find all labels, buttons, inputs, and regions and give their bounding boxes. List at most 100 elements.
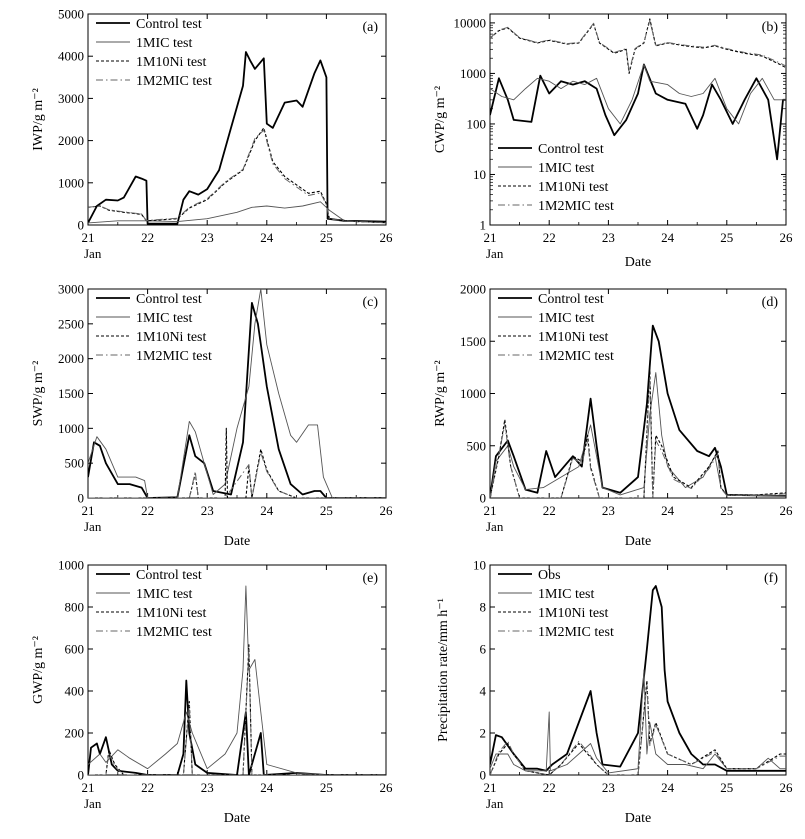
panel-label: (e) xyxy=(362,571,378,586)
y-tick-label: 0 xyxy=(480,491,487,506)
y-tick-label: 500 xyxy=(467,438,487,453)
y-axis-label: RWP/g m⁻² xyxy=(433,360,448,426)
legend-entry: 1M2MIC test xyxy=(538,349,614,364)
legend-entry: 1MIC test xyxy=(538,311,595,326)
x-tick-label: 22 xyxy=(543,230,556,245)
legend-entry: 1M10Ni test xyxy=(136,330,207,345)
y-tick-label: 1000 xyxy=(58,175,84,190)
legend-entry: Control test xyxy=(136,17,202,32)
legend: Obs 1MIC test 1M10Ni test 1M2MIC test xyxy=(498,568,614,640)
plot-frame xyxy=(87,564,387,776)
plot-frame xyxy=(489,13,787,226)
series-line-1 xyxy=(490,585,786,772)
x-tick-label: 24 xyxy=(661,503,675,518)
y-tick-label: 0 xyxy=(480,768,487,783)
legend-entry: 1MIC test xyxy=(136,587,193,602)
series-line-1 xyxy=(88,302,386,498)
legend-entry: 1MIC test xyxy=(538,161,595,176)
y-tick-label: 2 xyxy=(480,726,487,741)
legend-entry: 1M2MIC test xyxy=(136,625,212,640)
series-line-4 xyxy=(88,648,386,775)
legend-entry: Control test xyxy=(136,568,202,583)
series-group xyxy=(88,585,386,775)
y-axis-label: IWP/g m⁻² xyxy=(31,88,46,151)
series-line-2 xyxy=(88,289,386,498)
y-tick-label: 5000 xyxy=(58,7,84,22)
y-tick-label: 0 xyxy=(78,218,85,233)
legend: Control test 1MIC test 1M10Ni test 1M2MIC t… xyxy=(96,17,212,89)
chart-panel-c: 21 22 23 24 25 26 Jan 0 500 1000 1500 2000 2500 3000 S… xyxy=(31,282,393,550)
series-line-1 xyxy=(490,63,786,161)
y-tick-label: 2000 xyxy=(460,282,486,297)
y-tick-label: 100 xyxy=(467,116,487,131)
series-line-2 xyxy=(490,64,786,125)
panel-label: (a) xyxy=(362,20,378,35)
legend-entry: Control test xyxy=(538,292,604,307)
chart-panel-a: 21 22 23 24 25 26 Jan 0 1000 2000 3000 4000 5000 IWP/… xyxy=(31,7,393,262)
plot-frame xyxy=(489,288,787,499)
x-tick-label: 21 xyxy=(82,780,95,795)
x-tick-label: 26 xyxy=(380,230,394,245)
x-tick-label: 26 xyxy=(380,503,394,518)
legend-entry: 1M10Ni test xyxy=(538,180,609,195)
legend: Control test 1MIC test 1M10Ni test 1M2MIC t… xyxy=(498,142,614,214)
x-tick-label: 21 xyxy=(484,503,497,518)
y-axis-label-text: RWP/g m⁻² xyxy=(433,360,448,426)
x-tick-label: 22 xyxy=(141,230,154,245)
x-tick-label: 23 xyxy=(201,780,214,795)
legend: Control test 1MIC test 1M10Ni test 1M2MIC t… xyxy=(96,568,212,640)
y-tick-label: 400 xyxy=(65,684,85,699)
x-tick-label: 25 xyxy=(720,230,733,245)
x-sublabel: Jan xyxy=(84,796,102,811)
series-line-1 xyxy=(88,51,386,225)
series-line-3 xyxy=(490,18,786,74)
series-line-3 xyxy=(490,679,786,775)
legend-entry: 1M10Ni test xyxy=(538,606,609,621)
x-axis-label: Date xyxy=(625,811,651,826)
legend-entry: Obs xyxy=(538,568,561,583)
x-tick-label: 25 xyxy=(320,780,333,795)
series-line-3 xyxy=(490,366,786,498)
y-tick-label: 10 xyxy=(473,558,486,573)
x-axis-label: Date xyxy=(625,534,651,549)
series-line-3 xyxy=(88,427,386,498)
chart-panel-d: 21 22 23 24 25 26 Jan 0 500 1000 1500 2000 RWP/g m⁻²… xyxy=(433,282,793,550)
x-tick-label: 25 xyxy=(320,503,333,518)
y-tick-label: 2500 xyxy=(58,316,84,331)
series-group xyxy=(490,585,786,775)
y-tick-label: 1000 xyxy=(460,66,486,81)
y-tick-label: 1000 xyxy=(460,386,486,401)
x-tick-label: 21 xyxy=(82,503,95,518)
x-tick-label: 23 xyxy=(602,230,615,245)
legend-entry: Control test xyxy=(136,292,202,307)
panel-label: (b) xyxy=(762,20,779,35)
y-axis-label: GWP/g m⁻² xyxy=(31,636,46,704)
y-tick-label: 4 xyxy=(480,684,487,699)
y-tick-label: 600 xyxy=(65,642,85,657)
x-tick-label: 22 xyxy=(543,780,556,795)
y-tick-label: 500 xyxy=(65,456,85,471)
legend-entry: 1M10Ni test xyxy=(538,330,609,345)
x-tick-label: 24 xyxy=(661,230,675,245)
x-tick-label: 24 xyxy=(260,230,274,245)
series-line-2 xyxy=(88,585,386,775)
y-axis-label-text: SWP/g m⁻² xyxy=(31,361,46,427)
series-line-3 xyxy=(88,127,386,224)
series-group xyxy=(88,51,386,225)
y-axis-label-text: CWP/g m⁻² xyxy=(433,86,448,153)
x-sublabel: Jan xyxy=(84,519,102,534)
y-tick-label: 10 xyxy=(473,167,486,182)
y-axis-label-text: Precipitation rate/mm h⁻¹ xyxy=(436,598,451,742)
legend-entry: 1MIC test xyxy=(136,311,193,326)
series-line-2 xyxy=(490,669,786,774)
y-tick-label: 10000 xyxy=(454,15,487,30)
x-tick-label: 24 xyxy=(661,780,675,795)
plot-frame xyxy=(87,13,387,226)
y-tick-label: 0 xyxy=(78,491,85,506)
chart-panel-b: 21 22 23 24 25 26 Jan 1 10 100 1000 10000 CWP/g m⁻² D… xyxy=(433,13,793,270)
legend-entry: 1M2MIC test xyxy=(136,349,212,364)
series-line-4 xyxy=(490,684,786,775)
x-tick-label: 22 xyxy=(141,780,154,795)
x-axis-label: Date xyxy=(224,811,250,826)
x-tick-label: 23 xyxy=(602,503,615,518)
